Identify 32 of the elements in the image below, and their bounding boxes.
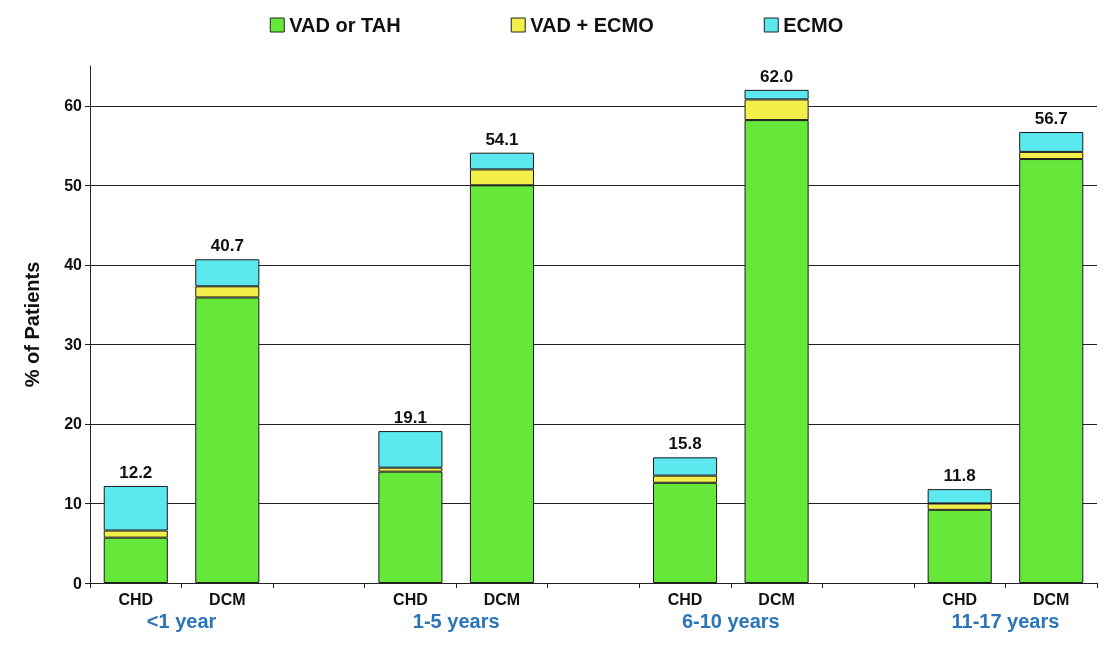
y-tick-label: 20 [64,415,83,433]
x-tick-label: DCM [483,590,521,608]
total-label: 40.7 [210,236,244,256]
y-tick-label: 50 [64,176,83,194]
x-tick-label: CHD [942,590,978,608]
text: <1 year [146,610,217,632]
total-label: 19.1 [393,408,427,428]
legend-label: VAD or TAH [289,14,401,36]
total-label: 56.7 [1034,109,1068,129]
y-tick-label: 40 [64,256,83,274]
x-tick-label: CHD [667,590,703,608]
x-tick-label: CHD [393,590,428,608]
total-label: 11.8 [943,466,976,486]
total-label: 54.1 [485,129,519,149]
total-label: 15.8 [668,434,702,454]
x-tick-label: CHD [118,590,154,608]
total-label: 62.0 [760,66,794,86]
y-tick-label: 60 [64,97,83,115]
x-tick-label: DCM [1033,590,1070,608]
text: 1-5 years [412,610,500,632]
y-tick-label: 0 [73,574,83,592]
x-tick-label: DCM [209,590,246,608]
y-tick-label: 10 [64,494,83,512]
legend-label: ECMO [783,14,844,36]
bar [378,431,443,468]
x-tick-label: DCM [758,590,795,608]
y-axis-title: % of Patients [21,261,43,388]
text: 6-10 years [681,610,780,632]
legend-label: VAD + ECMO [530,14,654,36]
text: 11-17 years [951,610,1060,632]
y-tick-label: 30 [64,335,83,353]
total-label: 12.2 [119,462,153,482]
